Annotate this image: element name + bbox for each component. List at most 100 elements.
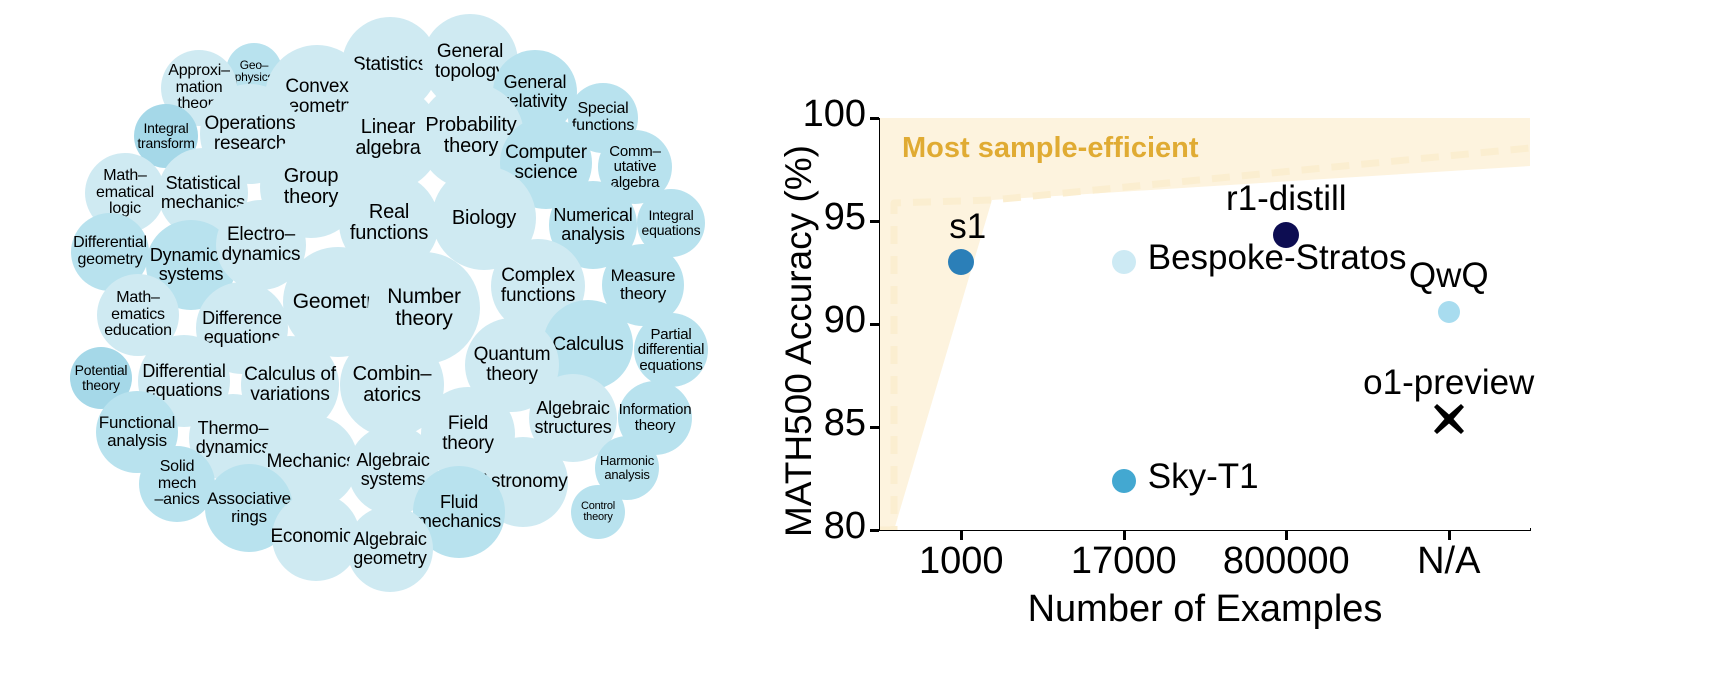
bubble-algebraic-geometry: Algebraic geometry <box>347 506 433 592</box>
bubble-label: Probability theory <box>425 114 517 157</box>
bubble-chart: Geo– physics Approxi– mation theory Statis… <box>0 0 760 688</box>
bubble-calculus: Calculus <box>543 300 633 390</box>
bubble-label: Difference equations <box>202 308 282 347</box>
bubble-economics: Economics <box>270 493 362 581</box>
bubble-label: Economics <box>270 526 362 548</box>
bubble-label: Complex functions <box>500 265 576 306</box>
bubble-label: Differential geometry <box>73 234 147 268</box>
bubble-label: Number theory <box>387 285 461 330</box>
point-label-o1-preview: o1-preview <box>1363 362 1535 402</box>
bubble-label: General topology <box>434 41 506 82</box>
bubble-label: Electro– dynamics <box>221 224 301 265</box>
point-marker-s1 <box>948 249 975 276</box>
bubble-label: Approxi– mation theory <box>168 62 230 113</box>
bubble-label: Functional analysis <box>98 413 176 450</box>
bubble-label: Astronomy <box>478 471 568 493</box>
bubble-label: Thermo– dynamics <box>195 418 271 457</box>
bubble-label: Geo– physics <box>234 57 274 84</box>
bubble-label: Differential equations <box>142 361 226 400</box>
bubble-label: Solid mech –anics <box>154 458 200 509</box>
bubble-label: Information theory <box>618 401 692 434</box>
bubble-label: Group theory <box>283 165 339 208</box>
x-axis-label: Number of Examples <box>1027 588 1383 630</box>
bubble-label: Combin– atorics <box>352 363 432 406</box>
bubble-label: Geometry <box>292 290 384 314</box>
plot-area: Most sample-efficient s1 Bespoke-Stratos S… <box>880 118 1534 530</box>
x-tick-label: 1000 <box>918 540 1004 582</box>
x-tick-mark <box>1447 531 1451 540</box>
bubble-label: Quantum theory <box>473 344 551 385</box>
bubble-label: Algebraic structures <box>534 398 612 437</box>
bubble-approxi-mation-theory: Approxi– mation theory <box>161 50 237 126</box>
x-tick-mark <box>1122 531 1126 540</box>
bubble-label: Integral transform <box>137 120 195 151</box>
bubble-label: Integral equations <box>641 207 701 238</box>
bubble-label: Math– ematics education <box>104 289 172 340</box>
bubble-harmonic-analysis: Harmonic analysis <box>595 436 659 500</box>
y-tick-label: 80 <box>823 505 866 547</box>
bubble-label: Calculus <box>552 334 624 356</box>
x-tick-label: N/A <box>1417 540 1481 582</box>
y-tick-label: 95 <box>823 196 866 238</box>
bubble-label: Harmonic analysis <box>599 453 655 482</box>
bubble-label: Linear algebra <box>355 116 421 159</box>
bubble-potential-theory: Potential theory <box>70 347 132 409</box>
x-tick-label: 17000 <box>1070 540 1177 582</box>
point-marker-bespoke-stratos <box>1111 250 1136 275</box>
y-axis-ticks: 80 85 90 95 100 <box>760 0 866 688</box>
point-marker-qwq <box>1437 300 1460 323</box>
x-tick-label: 800000 <box>1222 540 1350 582</box>
bubble-label: Measure theory <box>610 266 676 303</box>
bubble-label: Convex geometry <box>278 76 356 117</box>
y-tick-mark <box>870 323 879 326</box>
point-marker-r1-distill <box>1273 222 1300 249</box>
y-tick-label: 85 <box>823 402 866 444</box>
y-tick-label: 100 <box>802 93 866 135</box>
x-tick-mark <box>1285 531 1289 540</box>
bubble-label: Math– ematical logic <box>96 167 154 218</box>
bubble-label: Associative rings <box>207 489 291 526</box>
bubble-label: Algebraic geometry <box>353 529 427 568</box>
y-tick-label: 90 <box>823 299 866 341</box>
bubble-math-ematics-education: Math– ematics education <box>97 274 179 356</box>
bubble-label: Statistics <box>352 54 428 76</box>
y-tick-mark <box>870 220 879 223</box>
bubble-label: Calculus of variations <box>244 364 336 405</box>
bubble-label: Potential theory <box>74 362 128 393</box>
bubble-label: Control theory <box>580 499 616 523</box>
x-tick-mark <box>960 531 964 540</box>
bubble-solid-mech-anics: Solid mech –anics <box>139 446 215 522</box>
point-marker-o1-preview <box>1433 403 1464 434</box>
bubble-label: Operations research <box>204 113 296 154</box>
point-label-sky-t1: Sky-T1 <box>1147 456 1259 496</box>
y-tick-mark <box>870 426 879 429</box>
bubble-label: Real functions <box>349 201 429 244</box>
bubble-label: General relativity <box>502 72 567 111</box>
bubble-label: Special functions <box>571 100 635 134</box>
bubble-label: Dynamical systems <box>149 245 233 284</box>
bubble-partial-differential-equations: Partial differential equations <box>634 313 708 387</box>
bubble-information-theory: Information theory <box>618 381 692 455</box>
bubble-label: Mechanics <box>266 451 356 473</box>
bubble-differential-geometry: Differential geometry <box>71 213 149 291</box>
y-tick-mark <box>870 117 879 120</box>
bubble-label: Fluid mechanics <box>416 492 502 531</box>
bubble-label: Statistical mechanics <box>160 173 246 212</box>
bubble-label: Field theory <box>442 413 494 454</box>
bubble-label: Computer science <box>505 142 587 183</box>
bubble-control-theory: Control theory <box>571 485 625 539</box>
bubble-label: Comm– utative algebra <box>609 142 661 191</box>
bubble-label: Numerical analysis <box>553 205 633 244</box>
y-tick-mark <box>870 529 879 532</box>
point-label-r1-distill: r1-distill <box>1225 179 1347 219</box>
bubble-label: Biology <box>451 206 517 229</box>
point-marker-sky-t1 <box>1111 468 1136 493</box>
bubble-label: Partial differential equations <box>637 325 705 374</box>
point-label-s1: s1 <box>949 207 987 247</box>
scatter-chart: MATH500 Accuracy (%) 80 85 90 95 100 Most sa… <box>760 0 1736 688</box>
point-label-qwq: QwQ <box>1408 255 1489 295</box>
bubble-complex-functions: Complex functions <box>491 239 585 333</box>
bubble-label: Algebraic systems <box>356 450 430 489</box>
region-annotation: Most sample-efficient <box>902 132 1199 164</box>
